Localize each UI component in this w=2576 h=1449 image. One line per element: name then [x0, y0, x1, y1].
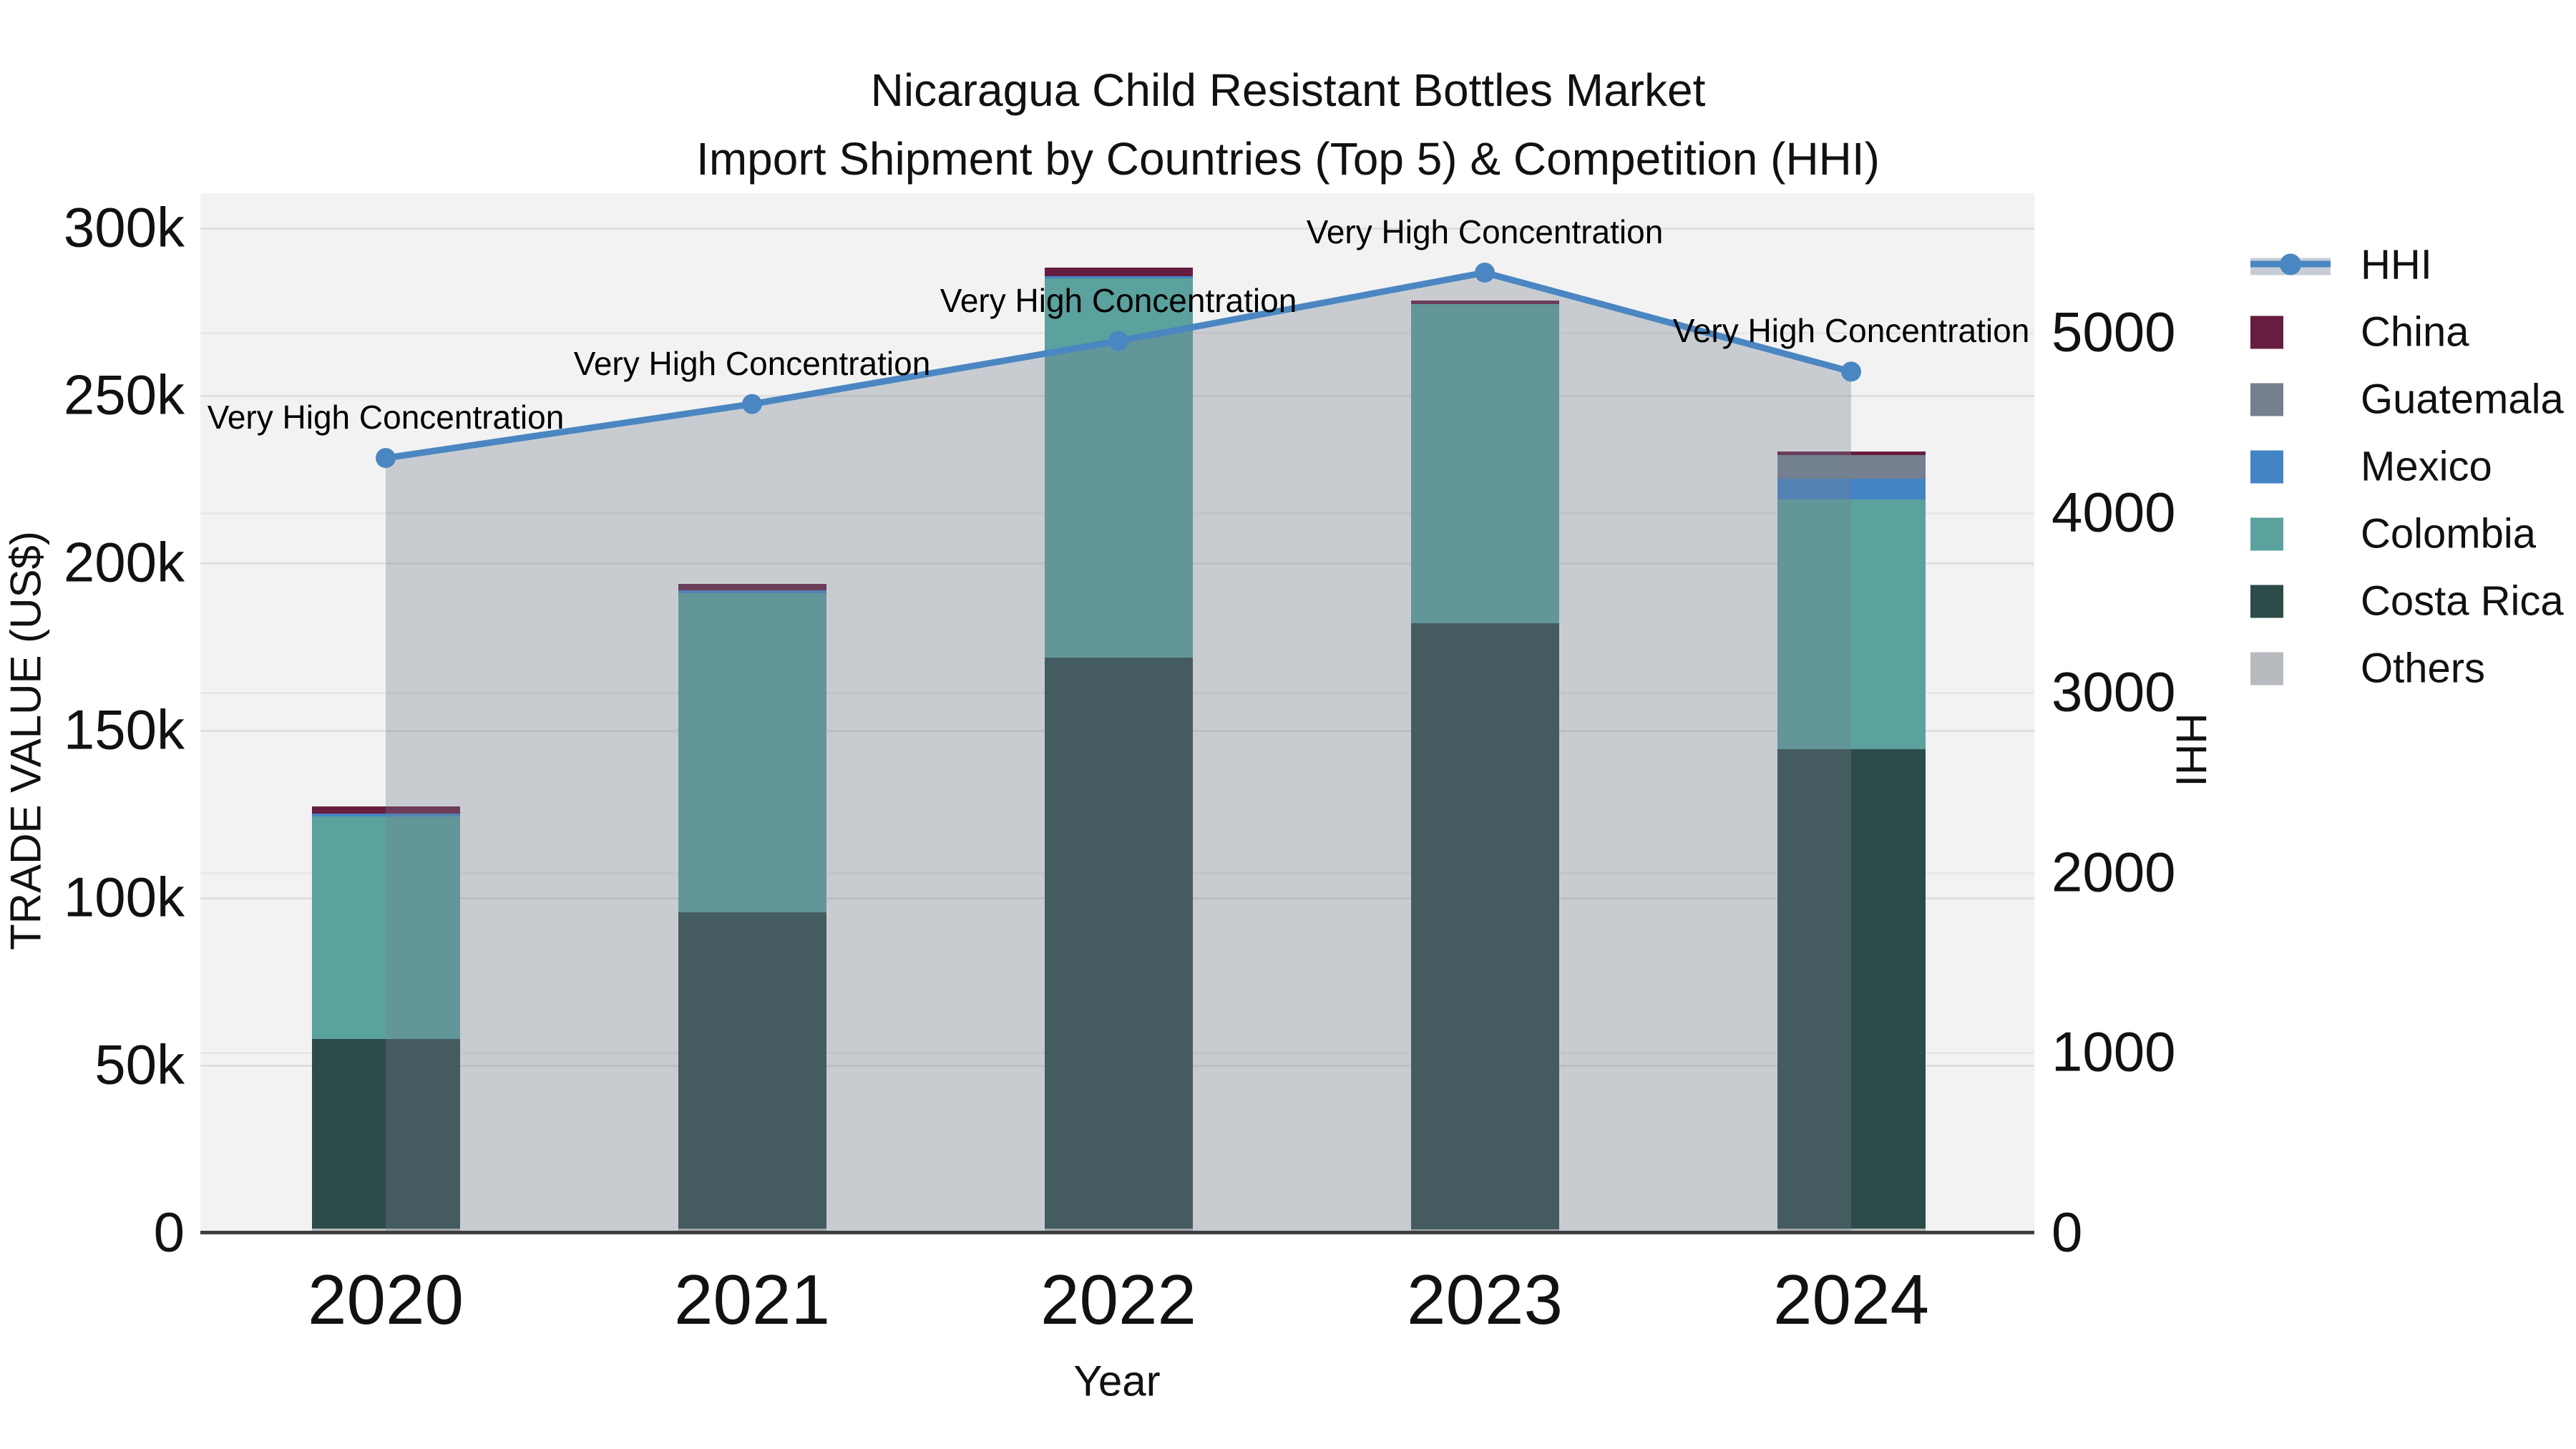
bar-2020-others [311, 1228, 460, 1232]
legend-label: Mexico [2361, 443, 2492, 490]
legend-item-mexico: Mexico [2250, 443, 2492, 491]
legend-swatch-icon [2250, 652, 2283, 685]
hhi-marker-2021 [742, 394, 762, 414]
legend-swatch-wrap [2250, 652, 2331, 685]
legend-label: HHI [2361, 241, 2432, 288]
x-axis-title: Year [1073, 1357, 1161, 1405]
x-tick: 2020 [307, 1260, 464, 1339]
bar-2024-guatemala [1777, 454, 1926, 479]
bar-2024-colombia [1777, 499, 1926, 749]
legend-swatch-icon [2250, 383, 2283, 416]
legend-swatch-icon [2250, 585, 2283, 618]
legend-item-hhi: HHI [2250, 241, 2432, 289]
bar-2022-china [1044, 268, 1193, 276]
y-right-tick: 0 [2051, 1200, 2083, 1264]
legend-label: Costa Rica [2361, 577, 2564, 625]
hhi-marker-2022 [1108, 331, 1128, 351]
y-right-tick: 5000 [2051, 300, 2176, 364]
bar-2021-china [678, 583, 826, 590]
legend-label: Colombia [2361, 510, 2536, 557]
legend-swatch-wrap [2250, 450, 2331, 483]
bar-2021-others [678, 1229, 826, 1232]
legend-item-china: China [2250, 308, 2469, 356]
y-left-tick: 50k [94, 1033, 185, 1096]
chart-subtitle: Import Shipment by Countries (Top 5) & C… [696, 133, 1880, 185]
annotation-2023: Very High Concentration [1306, 213, 1664, 250]
bar-2020-costa-rica [311, 1038, 460, 1229]
y-left-tick: 200k [63, 530, 185, 594]
y-axis-right-title: HHI [2167, 713, 2215, 787]
legend-label: Others [2361, 645, 2486, 692]
legend-swatch-wrap [2250, 585, 2331, 618]
x-tick: 2023 [1406, 1260, 1563, 1339]
legend-item-guatemala: Guatemala [2250, 376, 2564, 424]
y-right-tick: 2000 [2051, 840, 2176, 904]
annotation-2022: Very High Concentration [940, 281, 1297, 319]
legend-swatch-icon [2250, 517, 2283, 550]
legend-swatch-icon [2250, 450, 2283, 483]
y-left-tick: 300k [63, 195, 185, 259]
y-right-tick: 1000 [2051, 1020, 2176, 1083]
bar-2023-colombia [1410, 304, 1559, 624]
chart-title-block: Nicaragua Child Resistant Bottles Market… [0, 56, 2576, 193]
bar-2024-mexico [1777, 479, 1926, 500]
legend-swatch-wrap [2250, 316, 2331, 348]
legend-item-others: Others [2250, 645, 2485, 693]
y-left-tick: 0 [153, 1200, 185, 1264]
bar-2023-china [1410, 301, 1559, 305]
legend-item-costa-rica: Costa Rica [2250, 577, 2564, 625]
bar-2024-others [1777, 1229, 1926, 1232]
y-left-tick: 250k [63, 363, 185, 426]
bar-2022-costa-rica [1044, 658, 1193, 1229]
hhi-line-legend-symbol [2250, 252, 2331, 278]
bar-2022-others [1044, 1229, 1193, 1232]
y-left-tick: 150k [63, 698, 185, 761]
x-tick: 2021 [673, 1260, 831, 1339]
annotation-2021: Very High Concentration [573, 344, 931, 382]
x-tick: 2024 [1772, 1260, 1930, 1339]
bar-2021-costa-rica [678, 912, 826, 1229]
bar-2023-costa-rica [1410, 623, 1559, 1230]
hhi-marker-2024 [1841, 361, 1861, 382]
bar-2020-china [311, 806, 460, 814]
legend-swatch-wrap [2250, 383, 2331, 416]
bar-2021-colombia [678, 593, 826, 913]
annotation-2024: Very High Concentration [1672, 312, 2030, 350]
y-right-tick: 3000 [2051, 660, 2176, 723]
bar-2022-mexico [1044, 275, 1193, 278]
annotation-2020: Very High Concentration [207, 399, 565, 436]
hhi-line-icon [2250, 252, 2331, 278]
y-right-tick: 4000 [2051, 480, 2176, 544]
hhi-line-chart [376, 262, 1861, 1232]
bar-2020-mexico [311, 814, 460, 816]
hhi-band-fill [386, 272, 1851, 1232]
x-tick: 2022 [1040, 1260, 1197, 1339]
gridline [200, 228, 2034, 230]
legend-item-colombia: Colombia [2250, 510, 2536, 558]
y-left-tick: 100k [63, 865, 185, 929]
bar-2020-colombia [311, 816, 460, 1039]
bar-2024-china [1777, 451, 1926, 455]
legend-swatch-wrap [2250, 517, 2331, 550]
bar-2021-mexico [678, 590, 826, 594]
x-axis-line [200, 1231, 2034, 1234]
legend-swatch-icon [2250, 316, 2283, 348]
legend-label: China [2361, 308, 2469, 356]
y-axis-left-title: TRADE VALUE (US$) [1, 531, 50, 950]
chart-title: Nicaragua Child Resistant Bottles Market [870, 64, 1706, 116]
hhi-marker-2020 [376, 448, 396, 469]
legend-label: Guatemala [2361, 376, 2564, 423]
hhi-marker-2023 [1475, 262, 1495, 283]
bar-2024-costa-rica [1777, 748, 1926, 1229]
